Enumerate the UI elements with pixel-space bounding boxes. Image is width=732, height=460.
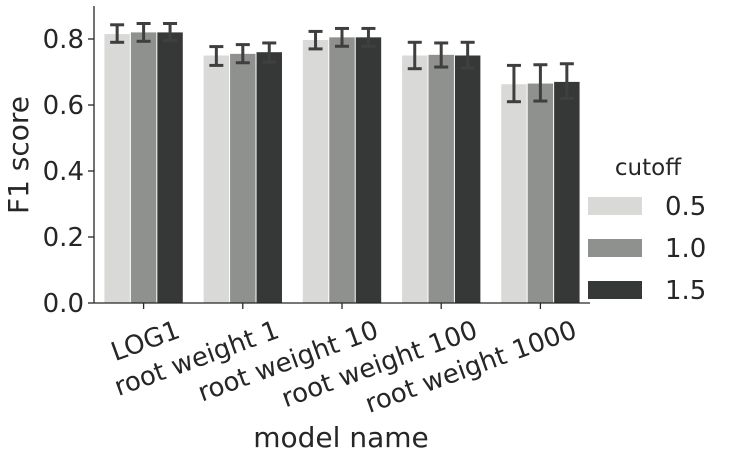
bar-4-series-1 [527, 83, 554, 303]
y-axis: 0.0 0.2 0.4 0.6 0.8 [43, 6, 95, 319]
error-bar-2-series-0 [308, 29, 323, 51]
error-bar-0-series-2 [163, 21, 178, 43]
error-bar-0-series-0 [110, 23, 125, 44]
bar-2-series-2 [355, 37, 382, 303]
bar-4-series-0 [501, 84, 527, 304]
legend: cutoff 0.5 1.0 1.5 [588, 155, 706, 306]
bar-1-series-2 [256, 52, 282, 304]
bar-2-series-0 [302, 39, 329, 304]
error-bar-4-series-1 [533, 63, 548, 103]
x-axis-label: model name [253, 421, 429, 454]
error-bar-2-series-1 [335, 26, 349, 48]
error-bar-0-series-1 [136, 21, 151, 43]
error-bar-1-series-0 [209, 45, 224, 67]
error-bars-group [110, 21, 574, 104]
error-bar-2-series-2 [361, 26, 376, 48]
bars-group [104, 32, 580, 304]
legend-title: cutoff [615, 155, 682, 181]
legend-swatch-0 [588, 197, 642, 215]
legend-swatch-1 [588, 239, 642, 257]
legend-label-0: 0.5 [665, 192, 706, 222]
bar-0-series-0 [104, 34, 130, 304]
bar-3-series-2 [454, 55, 481, 303]
error-bar-3-series-0 [407, 40, 422, 71]
legend-label-1: 1.0 [665, 234, 706, 264]
y-tick-label: 0.8 [43, 25, 84, 55]
bar-4-series-2 [554, 81, 580, 304]
y-tick-label: 0.4 [43, 157, 84, 187]
y-tick-label: 0.2 [43, 223, 84, 253]
bar-2-series-1 [329, 37, 355, 303]
error-bar-4-series-0 [506, 63, 521, 104]
error-bar-4-series-2 [559, 62, 574, 100]
bar-3-series-0 [402, 55, 428, 303]
y-axis-label: F1 score [2, 96, 35, 214]
bar-1-series-0 [203, 55, 230, 303]
bar-0-series-2 [157, 32, 183, 304]
bar-0-series-1 [130, 32, 157, 304]
legend-swatch-2 [588, 281, 642, 299]
error-bar-1-series-2 [262, 41, 277, 64]
error-bar-3-series-2 [460, 40, 475, 70]
error-bar-1-series-1 [235, 43, 250, 65]
bar-1-series-1 [230, 53, 256, 303]
legend-label-2: 1.5 [665, 276, 706, 306]
bar-3-series-1 [428, 54, 454, 304]
y-tick-label: 0.0 [43, 289, 84, 319]
y-tick-label: 0.6 [43, 91, 84, 121]
error-bar-3-series-1 [434, 41, 449, 69]
